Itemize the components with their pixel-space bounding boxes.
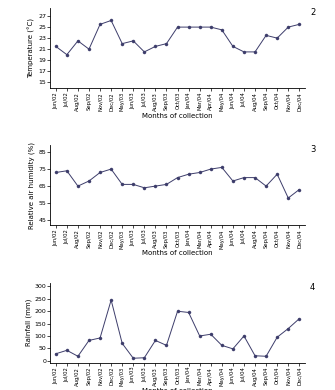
Text: 3: 3 bbox=[310, 145, 315, 154]
Text: 2: 2 bbox=[310, 8, 315, 17]
X-axis label: Months of collection: Months of collection bbox=[142, 388, 213, 390]
Text: 4: 4 bbox=[310, 283, 315, 292]
Y-axis label: Relative air humidity (%): Relative air humidity (%) bbox=[29, 142, 36, 229]
X-axis label: Months of collection: Months of collection bbox=[142, 250, 213, 256]
Y-axis label: Rainfall (mm): Rainfall (mm) bbox=[25, 299, 31, 346]
Y-axis label: Temperature (°C): Temperature (°C) bbox=[28, 18, 35, 78]
X-axis label: Months of collection: Months of collection bbox=[142, 113, 213, 119]
